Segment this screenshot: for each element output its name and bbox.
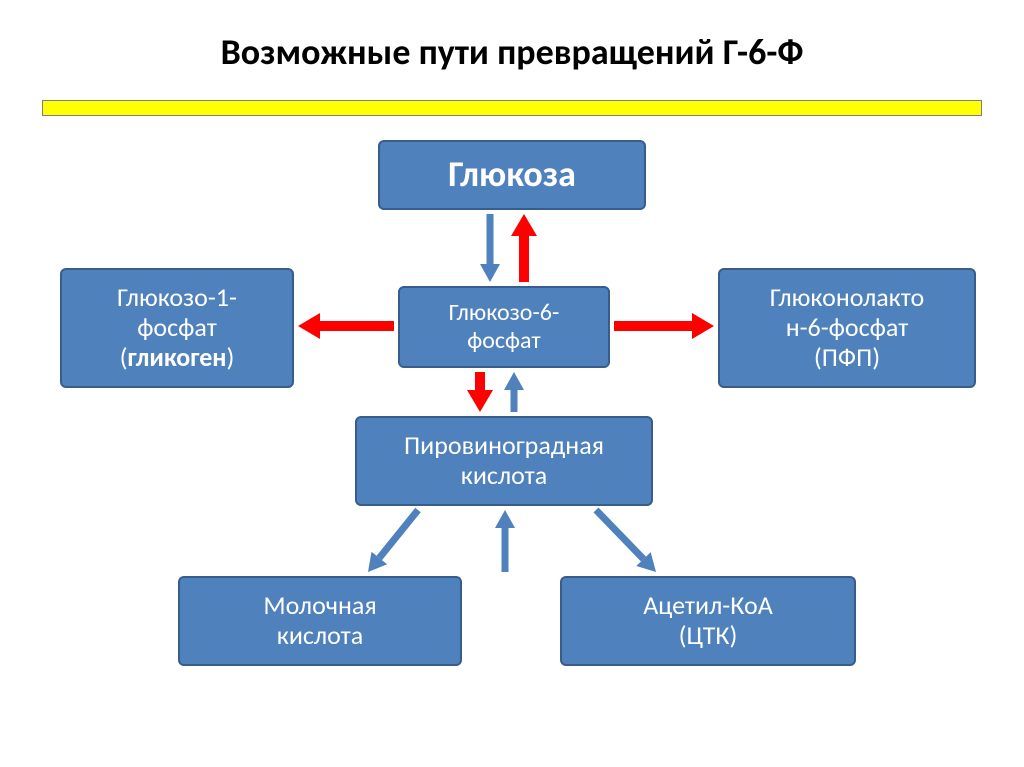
node-glucose-1-phosphate: Глюкозо-1- фосфат (гликоген): [60, 268, 294, 388]
node-lactate-line1: Молочная: [263, 591, 376, 621]
node-acetyl-line2: (ЦТК): [679, 621, 738, 651]
node-acetyl-line1: Ацетил-КоА: [643, 591, 773, 621]
slide-title: Возможные пути превращений Г-6-Ф: [0, 30, 1024, 74]
node-glucose-label: Глюкоза: [448, 154, 576, 195]
node-glucono-line2: н-6-фосфат: [786, 313, 909, 343]
node-g1p-line3: (гликоген): [120, 343, 235, 373]
node-glucose: Глюкоза: [378, 140, 646, 210]
node-g1p-line2: фосфат: [137, 313, 217, 343]
node-acetyl-coa: Ацетил-КоА (ЦТК): [560, 576, 856, 666]
node-pyruvate-line1: Пировиноградная: [404, 431, 604, 461]
node-g6p-line1: Глюкозо-6-: [449, 299, 560, 327]
node-glucono-line1: Глюконолакто: [770, 283, 924, 313]
divider-bar: [42, 100, 982, 116]
node-lactic-acid: Молочная кислота: [178, 576, 462, 666]
node-g6p-line2: фосфат: [467, 327, 540, 355]
node-pyruvate-line2: кислота: [461, 461, 547, 491]
node-gluconolactone-6-phosphate: Глюконолакто н-6-фосфат (ПФП): [718, 268, 976, 388]
node-pyruvate: Пировиноградная кислота: [355, 416, 653, 506]
node-glucono-line3: (ПФП): [814, 343, 880, 373]
node-g1p-line1: Глюкозо-1-: [117, 283, 237, 313]
node-glucose-6-phosphate: Глюкозо-6- фосфат: [398, 286, 610, 368]
node-lactate-line2: кислота: [277, 621, 363, 651]
